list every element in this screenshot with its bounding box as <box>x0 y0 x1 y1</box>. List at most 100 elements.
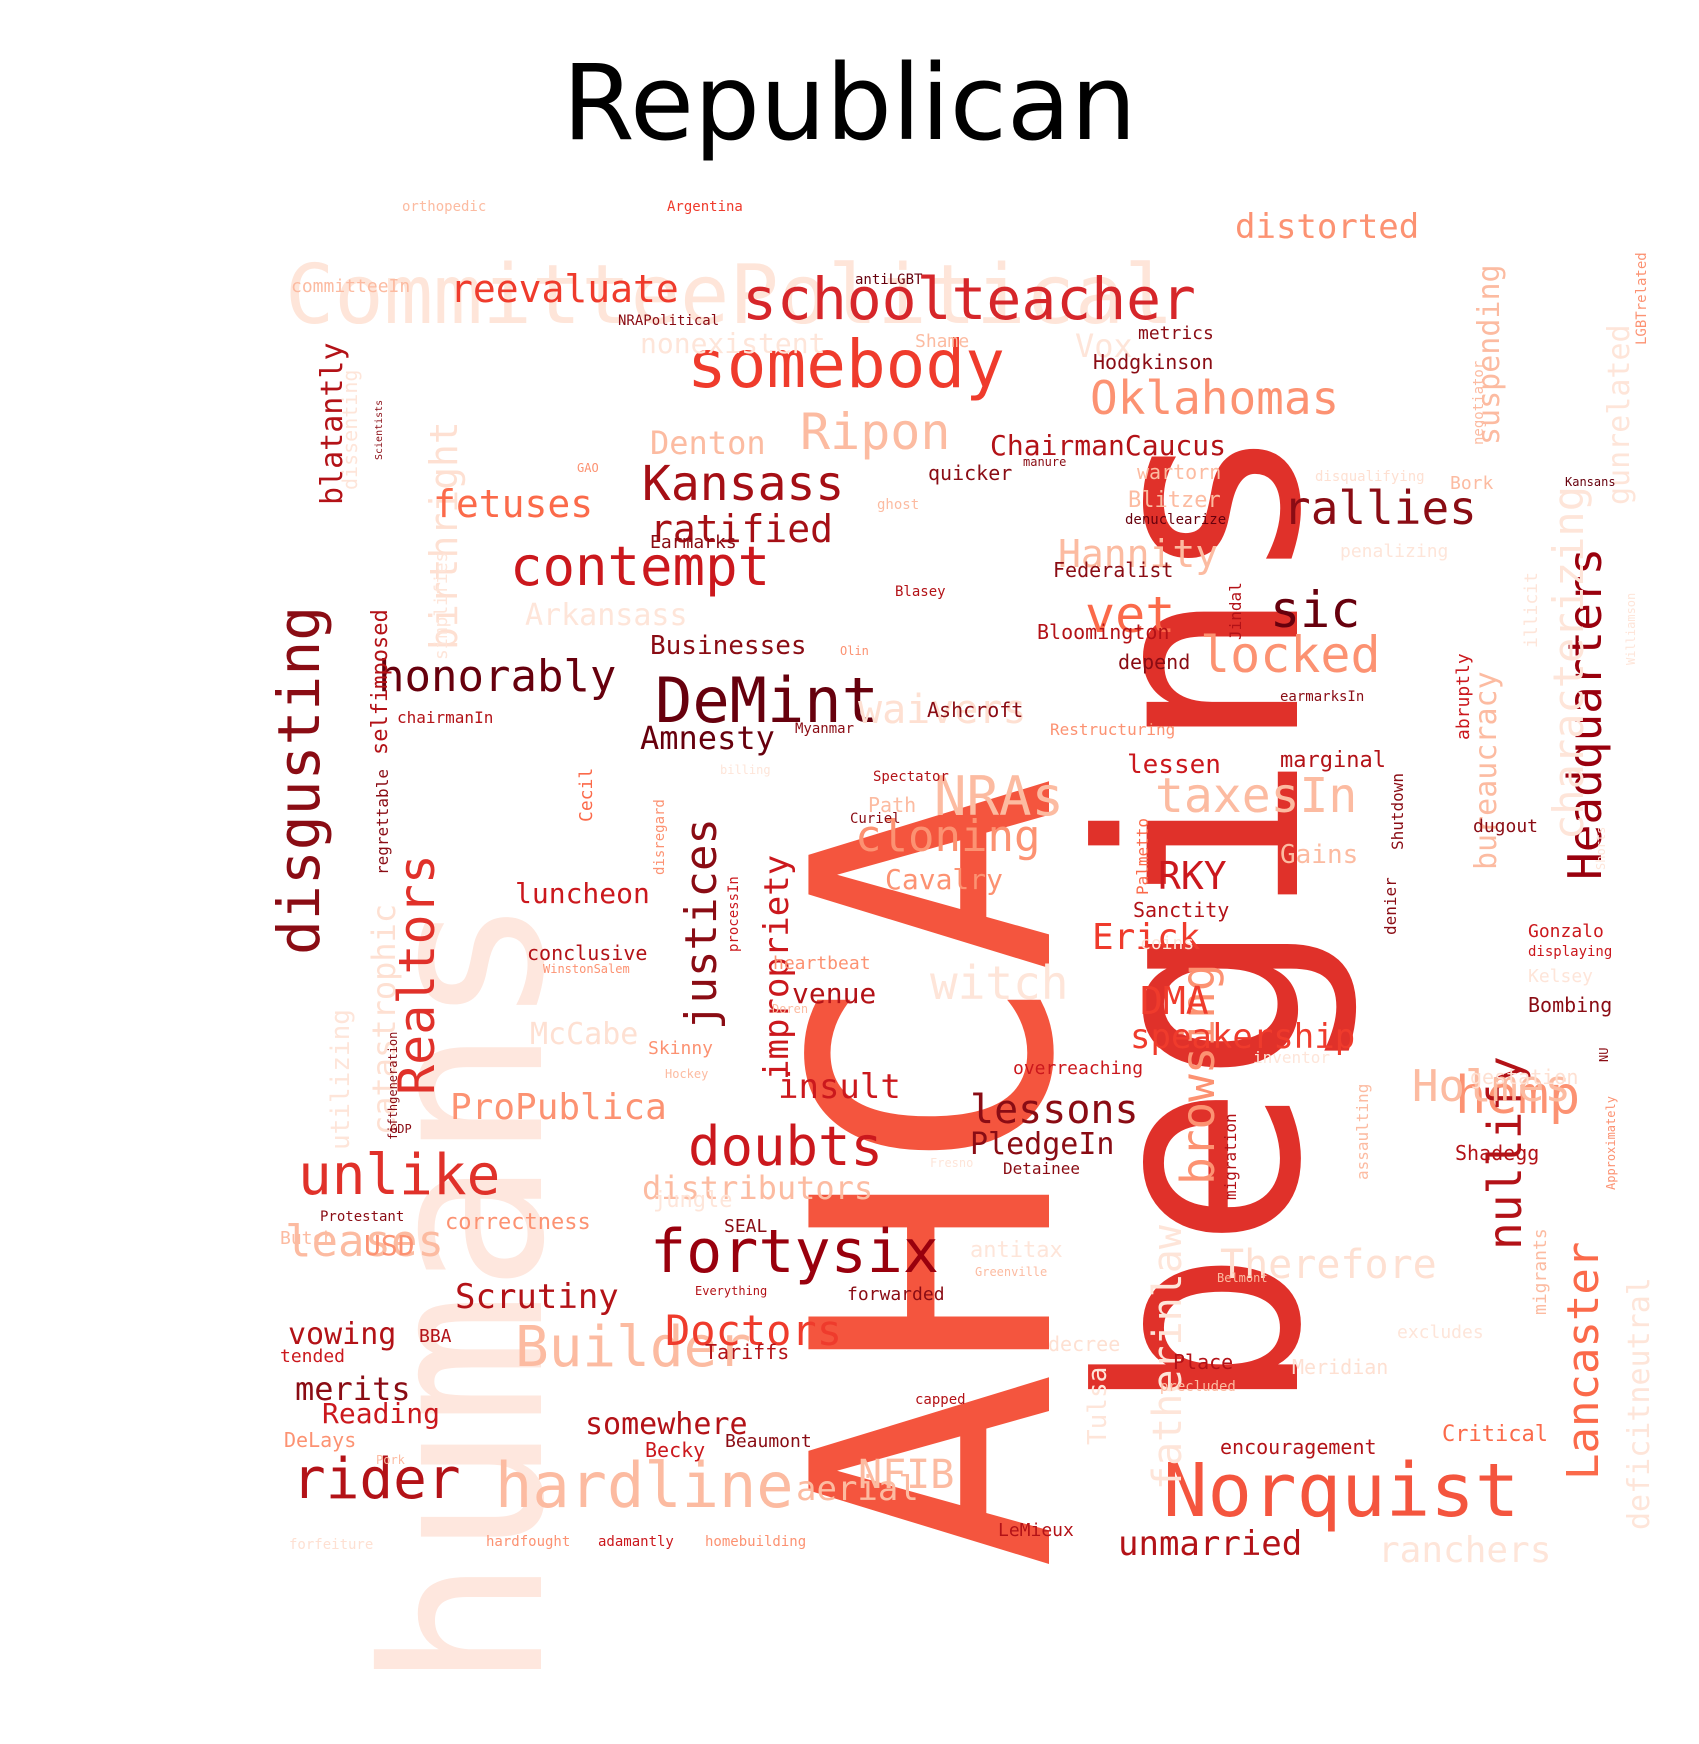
word-myanmar: Myanmar <box>795 721 855 737</box>
word-capped: capped <box>915 1392 966 1408</box>
word-characterizing: characterizing <box>1544 485 1593 840</box>
word-homebuilding: homebuilding <box>705 1534 807 1550</box>
word-gao: GAO <box>577 461 599 475</box>
word-blasey: Blasey <box>895 584 946 600</box>
word-committeein: committeeIn <box>291 276 411 297</box>
word-chairmancaucus: ChairmanCaucus <box>990 429 1227 462</box>
word-nras: NRAs <box>934 765 1065 828</box>
word-correctness: correctness <box>445 1210 591 1235</box>
word-nonexistent: nonexistent <box>640 327 826 360</box>
word-scrutiny: Scrutiny <box>455 1277 619 1317</box>
word-encouragement: encouragement <box>1220 1435 1377 1459</box>
word-critical: Critical <box>1442 1422 1548 1447</box>
word-restructuring: Restructuring <box>1050 720 1176 739</box>
word-palmetto: Palmetto <box>1133 817 1152 895</box>
word-businesses: Businesses <box>650 631 807 661</box>
word-seal: SEAL <box>724 1216 768 1237</box>
word-heartbeat: heartbeat <box>773 953 871 974</box>
word-venue: venue <box>792 977 877 1010</box>
word-argentina: Argentina <box>667 199 743 215</box>
word-greenville: Greenville <box>975 1265 1048 1279</box>
word-manure: manure <box>1023 455 1067 469</box>
word-penalizing: penalizing <box>1340 541 1449 562</box>
word-earmarksin: earmarksIn <box>1280 689 1365 705</box>
word-ranchers: ranchers <box>1378 1530 1552 1571</box>
word-coins: coins <box>1140 933 1195 954</box>
word-justices: justices <box>676 818 727 1030</box>
word-insult: insult <box>778 1067 901 1107</box>
word-delays: DeLays <box>284 1428 357 1452</box>
word-forwarded: forwarded <box>847 1284 945 1305</box>
word-luncheon: luncheon <box>515 877 650 910</box>
word-gonzalo: Gonzalo <box>1528 921 1604 942</box>
word-somebody: somebody <box>687 326 1005 403</box>
word-simplifies: simplifies <box>431 551 452 660</box>
word-waivers: waivers <box>858 687 1027 733</box>
word-protestant: Protestant <box>320 1209 405 1225</box>
word-unmarried: unmarried <box>1118 1524 1303 1564</box>
word-detainee: Detainee <box>1003 1159 1081 1178</box>
word-bloomington: Bloomington <box>1037 620 1170 644</box>
word-reevaluate: reevaluate <box>450 267 679 311</box>
word-hannity: Hannity <box>1058 532 1219 576</box>
word-locked: locked <box>1200 626 1381 684</box>
word-fresno: Fresno <box>930 1156 974 1170</box>
word-usd: USD <box>364 1229 415 1262</box>
word-ratified: ratified <box>650 507 834 551</box>
word-sanctity: Sanctity <box>1133 898 1230 922</box>
word-ripon: Ripon <box>800 403 951 461</box>
word-jungle: jungle <box>653 1188 733 1213</box>
word-pledgein: PledgeIn <box>970 1127 1115 1162</box>
word-cecil: Cecil <box>576 767 597 822</box>
word-mccabe: McCabe <box>530 1017 639 1052</box>
word-dissenting: dissenting <box>338 369 362 490</box>
word-nrapolitical: NRAPolitical <box>618 313 720 329</box>
word-processin: processIn <box>726 876 742 952</box>
word-lessen: lessen <box>1127 750 1221 780</box>
word-taxesin: taxesIn <box>1155 768 1358 824</box>
word-spectator: Spectator <box>873 769 949 785</box>
word-chairmanin: chairmanIn <box>397 708 494 727</box>
word-disregard: disregard <box>652 799 668 875</box>
word-honorably: honorably <box>378 651 617 702</box>
word-leases: leases <box>285 1216 444 1267</box>
word-distorted: distorted <box>1235 207 1420 247</box>
word-shorts: Shorts <box>1594 826 1608 870</box>
word-place: Place <box>1173 1350 1234 1374</box>
word-dugout: dugout <box>1473 816 1539 837</box>
word-demint: DeMint <box>655 664 879 737</box>
word-lancaster: Lancaster <box>1558 1241 1609 1480</box>
word-beaumont: Beaumont <box>725 1431 812 1452</box>
word-wartorn: wartorn <box>1137 460 1222 484</box>
word-doubts: doubts <box>688 1115 884 1178</box>
word-shame: Shame <box>915 331 970 352</box>
word-negotiator: negotiator <box>1471 360 1487 445</box>
word-inventor: inventor <box>1253 1048 1331 1067</box>
word-merits: merits <box>295 1370 411 1408</box>
word-somewhere: somewhere <box>585 1407 748 1442</box>
word-antitax: antitax <box>970 1238 1063 1263</box>
word-illicit: illicit <box>1521 572 1542 648</box>
word-forfeiture: forfeiture <box>289 1537 374 1553</box>
word-depend: depend <box>1118 650 1191 674</box>
word-ghost: ghost <box>877 497 920 513</box>
word-dma: DMA <box>1140 979 1209 1023</box>
word-earmarks: Earmarks <box>650 532 737 553</box>
word-vet: vet <box>1085 586 1176 644</box>
word-amnesty: Amnesty <box>640 719 775 757</box>
word-lessons: lessons <box>970 1087 1139 1133</box>
word-lemieux: LeMieux <box>998 1520 1074 1541</box>
word-path: Path <box>868 793 917 817</box>
word-overreaching: overreaching <box>1013 1058 1144 1079</box>
word-denton: Denton <box>650 424 766 462</box>
word-contempt: contempt <box>510 535 771 598</box>
word-regrettable: regrettable <box>373 769 392 875</box>
word-hardfought: hardfought <box>486 1534 571 1550</box>
word-displaying: displaying <box>1528 944 1613 960</box>
word-belmont: Belmont <box>1217 1271 1268 1285</box>
word-billing: billing <box>720 763 771 777</box>
word-metrics: metrics <box>1138 323 1214 344</box>
word-holmes: Holmes <box>1412 1061 1571 1112</box>
word-assaulting: assaulting <box>1353 1083 1372 1180</box>
